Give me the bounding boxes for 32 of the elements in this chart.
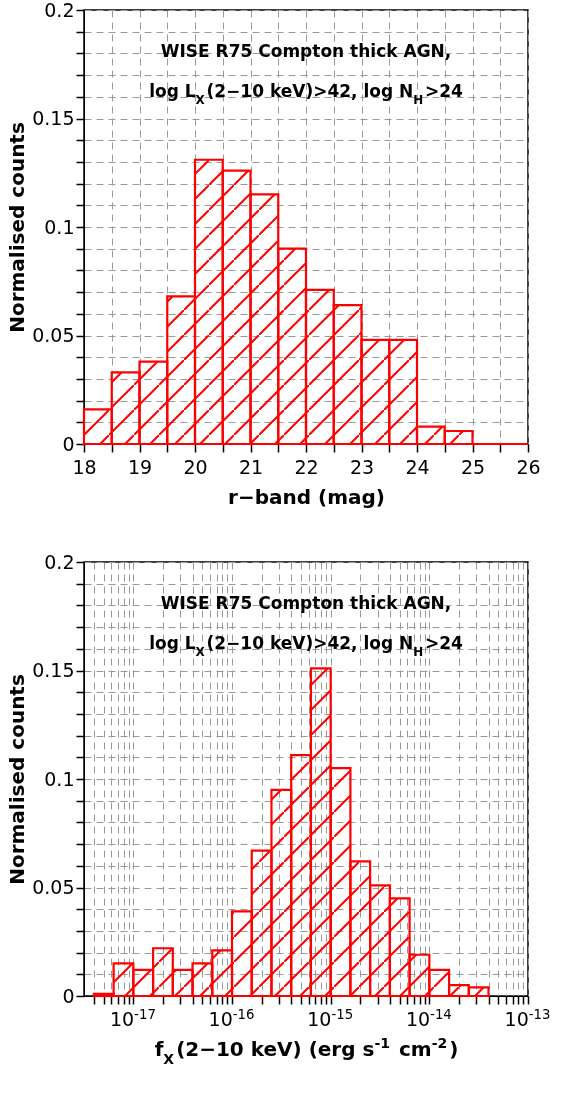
x-tick-label: 19 xyxy=(127,455,153,478)
x-tick-label: 25 xyxy=(460,455,486,478)
x-tick-label: 10$^{-17}$ xyxy=(109,1006,156,1030)
x-tick-label: 10$^{-14}$ xyxy=(405,1006,452,1030)
x-tick-label: 20 xyxy=(183,455,208,478)
annotation: WISE R75 Compton thick AGN, xyxy=(160,593,452,613)
x-tick-label: 26 xyxy=(516,455,541,478)
x-tick-label: 22 xyxy=(294,455,319,478)
x-tick-label: 23 xyxy=(349,455,375,478)
y-tick-label: 0.1 xyxy=(44,767,75,790)
x-tick-label: 21 xyxy=(238,455,264,478)
y-axis-title: Normalised counts xyxy=(5,674,30,885)
y-tick-label: 0 xyxy=(62,432,75,455)
y-tick-label: 0.15 xyxy=(32,107,75,129)
x-tick-label: 10$^{-13}$ xyxy=(504,1006,551,1030)
x-tick-label: 10$^{-16}$ xyxy=(208,1006,255,1030)
y-tick-label: 0.2 xyxy=(44,550,75,573)
y-tick-label: 0.05 xyxy=(32,876,75,898)
x-tick-label: 24 xyxy=(405,455,430,478)
annotation: WISE R75 Compton thick AGN, xyxy=(160,41,452,61)
y-tick-label: 0.05 xyxy=(32,324,75,346)
x-tick-label: 10$^{-15}$ xyxy=(307,1006,354,1030)
y-tick-label: 0.15 xyxy=(32,659,75,681)
x-tick-label: 18 xyxy=(72,455,97,478)
y-tick-label: 0 xyxy=(62,984,75,1007)
annotation: log L$_{X}$(2−10 keV)>42, log N$_{H}$>24 xyxy=(149,81,464,107)
annotation: log L$_{X}$(2−10 keV)>42, log N$_{H}$>24 xyxy=(149,633,464,659)
y-tick-label: 0.2 xyxy=(44,0,75,21)
y-tick-label: 0.1 xyxy=(44,215,75,238)
x-axis-title: r−band (mag) xyxy=(228,484,385,509)
x-axis-title: f$_{X}$(2−10 keV) (erg s$^{-1}$ cm$^{-2}$) xyxy=(154,1034,459,1067)
y-axis-title: Normalised counts xyxy=(5,122,30,333)
